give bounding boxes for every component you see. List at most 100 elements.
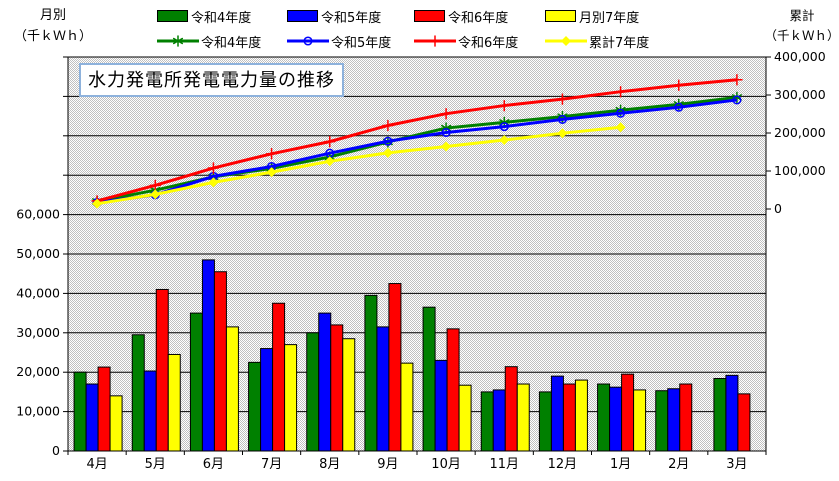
bar-月別7年度-9月	[400, 362, 414, 452]
marker-diamond	[441, 141, 452, 152]
bar-令和4年度-5月	[131, 334, 145, 452]
left-axis-label: 50,000	[16, 246, 60, 261]
marker-circle	[441, 127, 451, 138]
legend-line-item-4: 累計7年度	[545, 33, 650, 51]
legend-label: 令和6年度	[448, 10, 509, 26]
right-axis-label: 100,000	[774, 163, 826, 178]
bar-月別7年度-7月	[284, 344, 298, 452]
marker-diamond	[561, 36, 571, 46]
left-axis-title-line2: （千ｋＷｈ）	[13, 28, 92, 44]
bar-月別7年度-11月	[516, 383, 530, 452]
x-axis-label: 10月	[431, 457, 461, 472]
marker-plus	[673, 79, 685, 91]
x-axis-label: 2月	[668, 457, 689, 472]
bar-令和6年度-4月	[97, 366, 111, 452]
legend-label: 令和5年度	[331, 35, 392, 51]
legend-label: 令和5年度	[321, 10, 382, 26]
right-axis-label: 300,000	[774, 87, 826, 102]
left-axis-label: 20,000	[16, 364, 60, 379]
x-axis-label: 8月	[319, 457, 340, 472]
left-axis-title-line1: 月別	[39, 8, 66, 23]
legend-label: 令和4年度	[191, 10, 252, 26]
marker-circle	[303, 36, 313, 46]
left-axis-label: 60,000	[16, 207, 60, 222]
legend-line-item-1: 令和4年度	[157, 33, 262, 51]
bar-月別7年度-10月	[458, 384, 472, 452]
legend-bar-item-4: 月別7年度	[545, 8, 640, 26]
bar-令和5年度-11月	[492, 389, 506, 452]
marker-circle	[441, 127, 451, 138]
bar-令和4年度-7月	[248, 361, 262, 452]
marker-diamond	[92, 198, 103, 209]
legend-bar-swatch	[157, 10, 188, 22]
marker-plus	[440, 107, 452, 120]
marker-plus	[382, 119, 394, 132]
legend-label: 令和4年度	[201, 35, 262, 51]
bar-令和5年度-3月	[725, 374, 739, 452]
bar-令和5年度-9月	[376, 326, 390, 452]
legend-line-item-3: 令和6年度	[414, 33, 518, 51]
bar-令和4年度-11月	[480, 391, 494, 452]
x-axis-label: 4月	[86, 457, 107, 472]
legend-label: 累計7年度	[589, 35, 650, 51]
marker-plus	[614, 85, 627, 98]
right-axis-title-line1: 累計	[789, 8, 815, 23]
chart-title: 水力発電所発電電力量の推移	[79, 63, 344, 97]
marker-circle	[732, 95, 742, 105]
marker-diamond	[92, 198, 103, 209]
right-axis-title-line2: （千ｋＷｈ）	[764, 28, 839, 43]
marker-circle	[499, 122, 509, 132]
right-axis-label: 200,000	[774, 125, 826, 140]
marker-diamond	[441, 141, 452, 152]
bar-令和5年度-5月	[143, 370, 157, 452]
marker-diamond	[208, 177, 219, 188]
bar-令和4年度-1月	[597, 383, 611, 452]
marker-circle	[674, 102, 684, 112]
bar-令和5年度-6月	[201, 259, 215, 452]
marker-diamond	[324, 156, 335, 167]
left-axis-label: 30,000	[16, 325, 60, 340]
bar-月別7年度-4月	[109, 395, 123, 452]
x-axis-label: 3月	[726, 457, 747, 472]
legend-bar-item-1: 令和4年度	[157, 8, 252, 26]
marker-plus	[731, 73, 743, 86]
marker-asterisk	[172, 35, 184, 47]
bar-令和6年度-11月	[504, 366, 518, 452]
marker-circle	[557, 114, 567, 124]
legend-label: 月別7年度	[579, 10, 640, 26]
left-axis-label: 10,000	[16, 404, 60, 419]
bar-令和6年度-8月	[330, 324, 344, 452]
legend-bar-item-2: 令和5年度	[287, 8, 382, 26]
marker-plus	[324, 135, 336, 148]
legend-line-item-2: 令和5年度	[287, 33, 392, 51]
bar-令和6年度-9月	[388, 283, 402, 452]
marker-diamond	[615, 122, 626, 133]
bar-令和5年度-8月	[318, 312, 332, 452]
marker-plus	[556, 93, 569, 105]
legend-bar-item-3: 令和6年度	[414, 8, 509, 26]
bar-令和6年度-3月	[737, 393, 751, 452]
marker-plus	[498, 99, 510, 112]
marker-circle	[732, 95, 742, 105]
marker-diamond	[557, 128, 568, 139]
marker-diamond	[150, 189, 161, 200]
legend-bar-swatch	[545, 10, 576, 22]
marker-diamond	[557, 128, 568, 139]
marker-circle	[383, 136, 393, 146]
bar-令和5年度-10月	[434, 359, 448, 452]
bar-月別7年度-12月	[574, 379, 588, 452]
left-axis-title: 月別 （千ｋＷｈ）	[0, 6, 106, 48]
marker-plus	[207, 162, 220, 174]
right-axis-label: 0	[774, 201, 782, 216]
marker-diamond	[561, 36, 571, 46]
right-axis-label: 400,000	[774, 49, 826, 64]
bar-令和5年度-1月	[609, 386, 623, 452]
legend-bar-swatch	[287, 10, 318, 22]
bar-令和6年度-6月	[213, 271, 227, 452]
marker-diamond	[266, 167, 277, 178]
marker-plus	[265, 148, 278, 160]
line-累計7年度	[96, 125, 621, 206]
marker-diamond	[266, 167, 277, 178]
